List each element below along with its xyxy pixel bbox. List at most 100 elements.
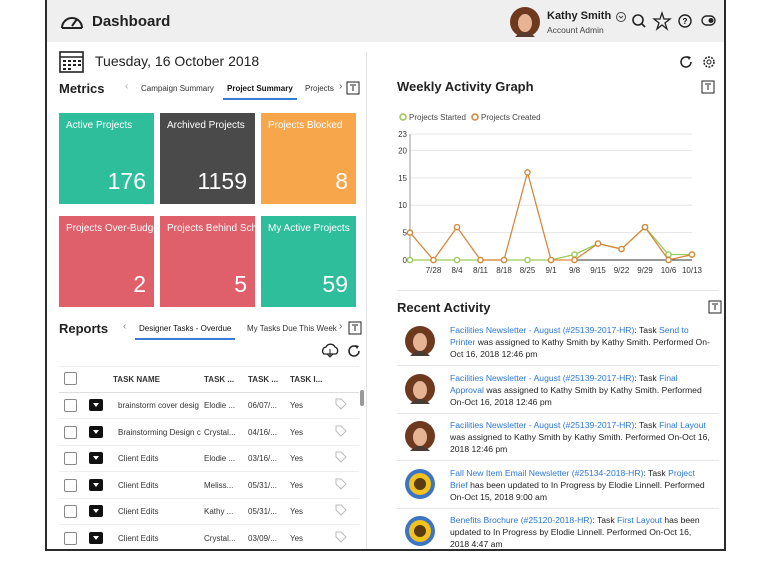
tab[interactable]: Campaign Summary bbox=[141, 84, 214, 93]
activity-text: Facilities Newsletter - August (#25139-2… bbox=[450, 372, 712, 408]
table-row bbox=[59, 498, 359, 526]
app-window: Dashboard Kathy Smith Account Admin ? Tu… bbox=[45, 0, 726, 551]
metric-tile[interactable]: Projects Blocked 8 bbox=[261, 113, 356, 204]
tile-value: 176 bbox=[107, 168, 146, 194]
x-tick-label: 8/11 bbox=[473, 266, 489, 275]
column-header[interactable]: TASK NAME bbox=[113, 375, 160, 384]
table-row bbox=[59, 392, 359, 419]
row-checkbox[interactable] bbox=[64, 452, 77, 466]
avatar bbox=[405, 516, 435, 546]
row-checkbox[interactable] bbox=[64, 425, 77, 439]
tile-value: 8 bbox=[335, 168, 348, 194]
activity-detail: was assigned to Kathy Smith by Kathy Smi… bbox=[450, 337, 710, 359]
row-menu[interactable] bbox=[89, 505, 103, 518]
metric-tile[interactable]: My Active Projects 59 bbox=[261, 216, 356, 307]
tab[interactable]: Designer Tasks - Overdue bbox=[135, 324, 236, 340]
activity-item: Facilities Newsletter - August (#25139-2… bbox=[397, 318, 719, 366]
tag-icon[interactable] bbox=[335, 398, 347, 410]
table-cell: 03/09/... bbox=[248, 534, 277, 543]
point-marker bbox=[453, 223, 461, 231]
activity-link[interactable]: Facilities Newsletter - August (#25139-2… bbox=[450, 420, 635, 430]
table-cell: Elodie ... bbox=[204, 401, 236, 410]
task-link[interactable]: Final Approval bbox=[450, 372, 678, 395]
tag-icon[interactable] bbox=[335, 531, 347, 543]
tag-icon[interactable] bbox=[335, 504, 347, 517]
legend-marker bbox=[471, 113, 479, 121]
metric-tile[interactable]: Active Projects 176 bbox=[59, 113, 154, 204]
task-link[interactable]: Send to Printer bbox=[450, 325, 689, 347]
row-menu[interactable] bbox=[89, 452, 103, 465]
activity-detail: was assigned to Kathy Smith by Kathy Smi… bbox=[450, 432, 710, 454]
point-marker bbox=[547, 256, 555, 264]
tile-label: My Active Projects bbox=[268, 223, 350, 234]
point-marker bbox=[618, 245, 625, 253]
tab[interactable]: Projects bbox=[305, 84, 334, 93]
scrollbar[interactable] bbox=[360, 390, 364, 406]
user-avatar[interactable] bbox=[510, 7, 540, 37]
y-tick-label: 10 bbox=[398, 201, 407, 210]
activity-link[interactable]: Facilities Newsletter - August (#25139-2… bbox=[450, 372, 635, 383]
point-marker bbox=[665, 256, 672, 264]
tab[interactable]: My Tasks Due This Week bbox=[247, 324, 337, 333]
metric-tile[interactable]: Projects Over-Budget 2 bbox=[59, 216, 162, 307]
point-marker bbox=[524, 256, 531, 264]
table-cell: Kathy ... bbox=[204, 507, 234, 517]
tile-value: 59 bbox=[322, 271, 348, 297]
point-marker bbox=[500, 256, 508, 264]
calendar-icon bbox=[59, 51, 84, 73]
row-menu[interactable] bbox=[89, 425, 103, 438]
metric-tile[interactable]: Archived Projects 1159 bbox=[160, 113, 255, 204]
activity-link[interactable]: Facilities Newsletter - August (#25139-2… bbox=[450, 325, 635, 335]
task-link[interactable]: Project Brief bbox=[450, 467, 695, 490]
point-marker bbox=[406, 229, 414, 236]
column-header[interactable]: TASK ... bbox=[248, 375, 279, 384]
row-checkbox[interactable] bbox=[64, 505, 77, 519]
task-link[interactable]: First Layout bbox=[617, 515, 662, 525]
tile-label: Active Projects bbox=[66, 120, 133, 131]
metric-tile[interactable]: Projects Behind Schedule 5 bbox=[160, 216, 282, 307]
activity-detail: has been updated to In Progress by Elodi… bbox=[450, 515, 700, 549]
x-tick-label: 8/25 bbox=[520, 266, 536, 275]
point-marker bbox=[571, 256, 578, 264]
tag-icon[interactable] bbox=[335, 478, 347, 490]
tab-prev[interactable]: ‹ bbox=[125, 81, 129, 92]
row-menu[interactable] bbox=[89, 532, 103, 544]
point-marker bbox=[453, 256, 461, 264]
user-name[interactable]: Kathy Smith bbox=[547, 10, 612, 22]
table-cell: Crystal... bbox=[204, 534, 236, 543]
tag-icon[interactable] bbox=[335, 451, 347, 463]
task-link[interactable]: Final Layout bbox=[659, 420, 706, 430]
activity-connector: : Task bbox=[634, 325, 657, 335]
report-tools[interactable] bbox=[321, 342, 365, 360]
column-header[interactable]: TASK ... bbox=[204, 375, 235, 384]
tab-prev[interactable]: ‹ bbox=[123, 321, 127, 332]
tag-icon[interactable] bbox=[335, 425, 347, 437]
point-marker bbox=[594, 240, 602, 247]
x-tick-label: 9/15 bbox=[590, 266, 606, 275]
user-role: Account Admin bbox=[547, 25, 604, 35]
y-tick-label: 15 bbox=[398, 174, 407, 183]
row-menu[interactable] bbox=[89, 399, 103, 411]
app-title: Dashboard bbox=[92, 13, 171, 30]
y-tick-label: 20 bbox=[398, 146, 407, 155]
row-checkbox[interactable] bbox=[64, 399, 77, 412]
point-marker bbox=[524, 169, 531, 176]
header-icons[interactable]: ? bbox=[613, 10, 723, 32]
select-all[interactable] bbox=[64, 372, 77, 385]
tab[interactable]: Project Summary bbox=[223, 84, 297, 100]
row-menu[interactable] bbox=[89, 478, 103, 491]
table-cell: Client Edits bbox=[118, 507, 159, 517]
activity-connector: : Task bbox=[592, 515, 615, 525]
page-tools[interactable] bbox=[677, 53, 717, 71]
tile-label: Projects Behind Schedule bbox=[167, 223, 282, 234]
row-checkbox[interactable] bbox=[64, 478, 77, 492]
activity-link[interactable]: Fall New Item Email Newsletter (#25134-2… bbox=[450, 467, 644, 478]
series-line bbox=[409, 169, 693, 262]
column-header[interactable]: TASK I... bbox=[290, 375, 323, 384]
row-checkbox[interactable] bbox=[64, 532, 77, 545]
x-tick-label: 8/4 bbox=[451, 266, 463, 275]
tab-next[interactable]: › bbox=[339, 81, 343, 92]
tab-next[interactable]: › bbox=[339, 321, 343, 332]
legend-marker bbox=[399, 113, 407, 121]
activity-link[interactable]: Benefits Brochure (#25120-2018-HR) bbox=[450, 515, 593, 525]
